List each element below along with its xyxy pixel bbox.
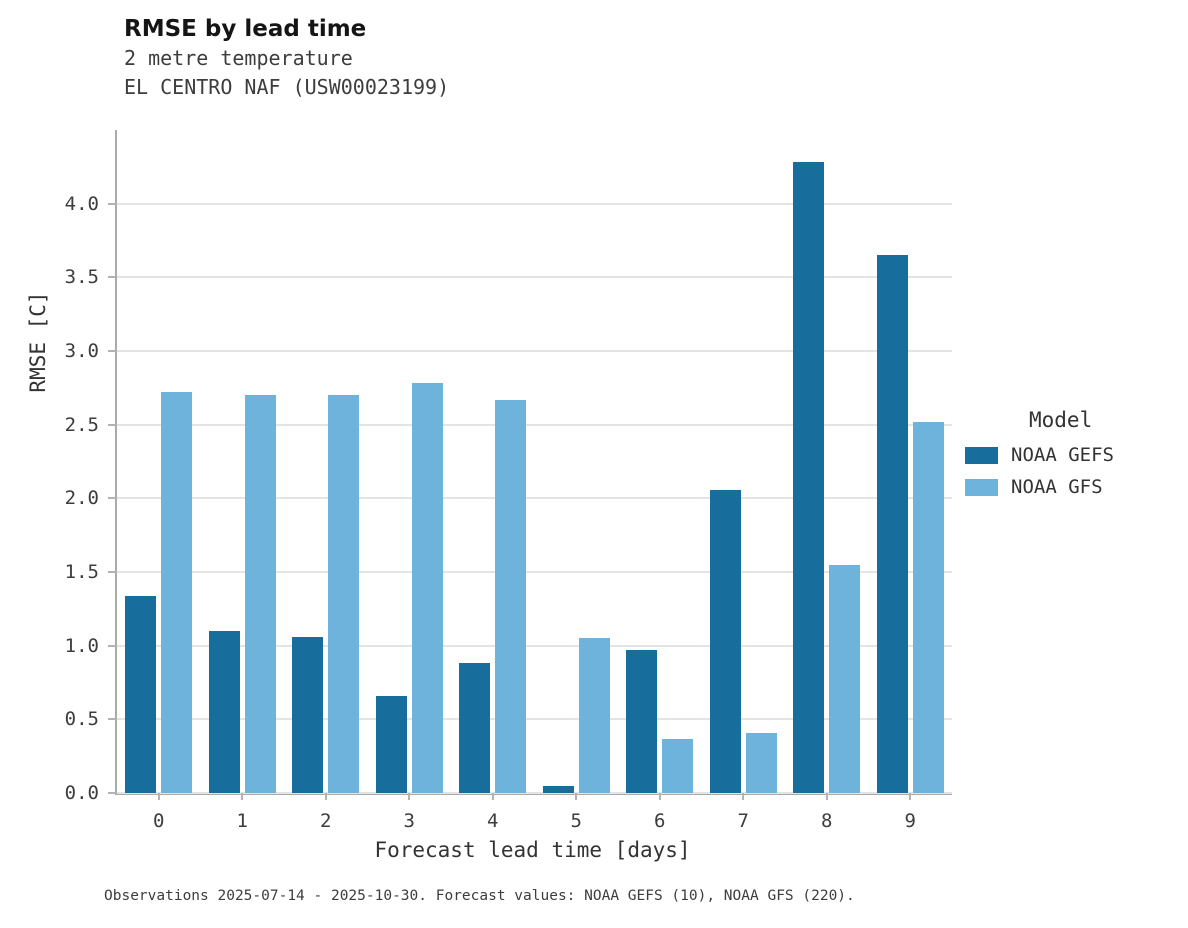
x-tick-label: 7 [737,810,749,832]
bar-noaa-gefs-8 [793,162,825,793]
y-tick-label: 0.5 [64,708,99,731]
legend-swatch [965,478,998,496]
bar-noaa-gefs-0 [125,595,157,793]
bar-noaa-gefs-9 [876,255,908,793]
x-tick-label: 4 [487,810,499,832]
x-tick-label: 1 [236,810,248,832]
x-tick-mark [825,793,828,800]
chart-header: RMSE by lead time 2 metre temperature EL… [124,16,449,103]
gridline [117,202,952,205]
y-tick-label: 3.0 [64,340,99,362]
y-tick-label: 0.0 [64,782,99,804]
gridline [117,423,952,426]
x-tick-mark [241,793,244,800]
y-tick-mark [108,644,116,647]
plot-area: 0.0 0.5 1.0 1.5 2.0 2.5 3.0 3.5 4.0 0 1 2 3 4 5 6 7 8 9 [65,130,952,832]
gridline [117,571,952,573]
x-tick-label: 5 [570,810,582,832]
x-tick-mark [324,793,327,800]
x-tick-mark [408,793,411,800]
gridline [117,497,952,500]
bar-noaa-gfs-6 [662,738,694,793]
x-tick-label: 6 [654,810,666,832]
bar-noaa-gefs-2 [292,636,324,793]
y-tick-label: 2.5 [64,413,99,436]
y-tick-mark [108,571,116,573]
bar-noaa-gfs-1 [244,395,276,793]
bar-noaa-gfs-3 [411,383,443,793]
y-tick-mark [108,497,116,500]
gridline [117,276,952,279]
bar-noaa-gfs-5 [578,638,610,793]
x-tick-mark [491,793,494,800]
legend-label: NOAA GEFS [1011,444,1114,466]
y-tick-label: 2.0 [64,487,99,510]
y-tick-mark [108,202,116,205]
chart-subtitle-station: EL CENTRO NAF (USW00023199) [124,75,450,100]
gridline [117,718,952,721]
bar-noaa-gefs-1 [208,630,240,793]
bar-noaa-gefs-7 [709,489,741,793]
y-tick-mark [108,792,116,794]
bar-noaa-gfs-4 [495,399,527,793]
x-tick-mark [658,793,661,800]
bar-noaa-gefs-6 [626,650,658,793]
y-tick-mark [108,718,116,721]
footer-caption: Observations 2025-07-14 - 2025-10-30. Fo… [104,888,855,904]
bar-noaa-gefs-5 [542,785,574,793]
x-axis-label: Forecast lead time [days] [374,838,691,862]
x-tick-label: 2 [320,810,332,832]
legend: Model NOAA GEFS NOAA GFS [965,408,1114,498]
bar-noaa-gfs-8 [829,564,861,793]
x-tick-mark [909,793,912,800]
gridline [117,792,952,794]
x-tick-label: 9 [904,810,916,832]
y-tick-label: 1.5 [64,561,99,583]
bar-noaa-gefs-3 [375,695,407,793]
y-tick-mark [108,423,116,426]
x-tick-label: 3 [403,810,415,832]
x-tick-mark [575,793,578,800]
x-tick-label: 8 [821,810,833,832]
bar-noaa-gefs-4 [459,663,491,793]
legend-entry-noaa-gfs: NOAA GFS [965,476,1114,498]
legend-title: Model [1029,408,1093,432]
y-tick-label: 1.0 [64,634,99,657]
legend-label: NOAA GFS [1011,476,1103,498]
legend-entries: NOAA GEFS NOAA GFS [965,444,1114,498]
legend-entry-noaa-gefs: NOAA GEFS [965,444,1114,466]
y-tick-mark [108,276,116,279]
chart-title: RMSE by lead time [124,16,367,42]
bar-noaa-gfs-9 [912,421,944,793]
bar-noaa-gfs-2 [328,395,360,793]
legend-swatch [965,446,998,464]
y-tick-mark [108,350,116,352]
chart-subtitle-variable: 2 metre temperature [124,45,353,70]
bar-noaa-gfs-0 [161,392,193,793]
bar-noaa-gfs-7 [745,732,777,793]
x-tick-label: 0 [153,810,165,832]
y-tick-label: 3.5 [64,266,99,289]
x-tick-mark [157,793,160,800]
gridline [117,350,952,352]
y-tick-label: 4.0 [64,192,99,215]
gridline [117,644,952,647]
x-tick-mark [742,793,745,800]
